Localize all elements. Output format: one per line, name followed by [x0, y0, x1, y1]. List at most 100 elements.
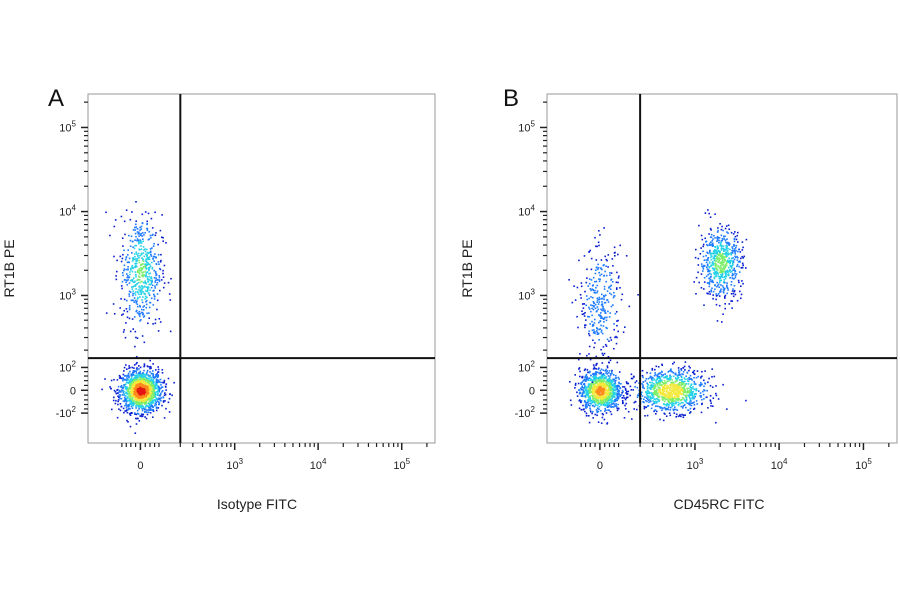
event-dot	[654, 385, 656, 387]
event-dot	[716, 246, 719, 248]
event-dot	[702, 270, 704, 272]
event-dot	[715, 394, 718, 397]
event-dot	[714, 264, 717, 267]
event-dot	[666, 376, 668, 378]
event-dot	[628, 305, 631, 308]
event-dot	[134, 280, 136, 283]
event-dot	[144, 232, 146, 234]
event-dot	[659, 372, 662, 374]
event-dot	[588, 316, 591, 318]
event-dot	[709, 384, 712, 387]
event-dot	[653, 378, 656, 381]
event-dot	[585, 295, 588, 297]
event-dot	[145, 379, 147, 382]
event-dot	[142, 238, 144, 240]
event-dot	[161, 390, 163, 393]
event-dot	[147, 280, 149, 283]
event-dot	[151, 400, 153, 402]
event-dot	[158, 275, 161, 277]
event-dot	[598, 367, 600, 370]
event-dot	[592, 296, 594, 299]
event-dot	[144, 275, 147, 278]
event-dot	[673, 408, 675, 411]
event-dot	[735, 249, 737, 252]
event-dot	[598, 278, 600, 280]
event-dot	[604, 403, 606, 406]
event-dot	[128, 317, 131, 320]
event-dot	[147, 262, 149, 264]
event-dot	[742, 282, 744, 285]
event-dot	[605, 395, 607, 398]
event-dot	[622, 391, 624, 393]
event-dot	[609, 391, 611, 394]
event-dot	[613, 295, 615, 297]
event-dot	[603, 380, 605, 383]
event-dot	[131, 270, 134, 273]
event-dot	[136, 291, 139, 293]
event-dot	[139, 373, 141, 375]
event-dot	[594, 342, 596, 344]
event-dot	[649, 384, 652, 387]
event-dot	[130, 377, 133, 380]
event-dot	[717, 227, 719, 229]
event-dot	[135, 362, 138, 365]
event-dot	[126, 397, 129, 399]
event-dot	[134, 294, 137, 296]
event-dot	[678, 387, 680, 390]
event-dot	[142, 389, 145, 392]
event-dot	[615, 394, 618, 396]
event-dot	[721, 321, 723, 323]
event-dot	[138, 396, 140, 398]
event-dot	[134, 285, 137, 287]
event-dot	[606, 338, 609, 341]
event-dot	[615, 281, 618, 284]
event-dot	[576, 286, 579, 289]
event-dot	[141, 391, 143, 394]
event-dot	[607, 404, 609, 406]
event-dot	[127, 374, 130, 376]
event-dot	[145, 382, 147, 384]
event-dot	[676, 389, 678, 392]
event-dot	[143, 234, 145, 236]
event-dot	[592, 398, 595, 400]
event-dot	[675, 402, 677, 405]
event-dot	[593, 376, 596, 378]
event-dot	[627, 390, 630, 393]
event-dot	[146, 413, 149, 416]
event-dot	[693, 401, 695, 404]
event-dot	[147, 409, 150, 411]
event-dot	[607, 392, 609, 395]
event-dot	[626, 396, 629, 398]
event-dot	[721, 244, 723, 247]
event-dot	[154, 322, 157, 325]
event-dot	[134, 345, 136, 348]
event-dot	[592, 395, 595, 397]
event-dot	[139, 242, 142, 244]
event-dot	[583, 315, 586, 317]
event-dot	[690, 391, 693, 393]
event-dot	[122, 391, 125, 394]
event-dot	[134, 381, 136, 384]
event-dot	[678, 381, 681, 384]
event-dot	[679, 392, 682, 394]
event-dot	[703, 277, 706, 279]
event-dot	[156, 394, 159, 397]
event-dot	[142, 246, 145, 248]
event-dot	[142, 252, 145, 254]
event-dot	[705, 275, 708, 278]
event-dot	[633, 408, 635, 410]
event-dot	[607, 380, 609, 382]
event-dot	[727, 224, 730, 227]
event-dot	[672, 375, 675, 378]
event-dot	[700, 263, 703, 265]
event-dot	[727, 289, 729, 291]
event-dot	[719, 258, 721, 260]
event-dot	[135, 265, 138, 268]
event-dot	[118, 391, 121, 393]
event-dot	[154, 295, 156, 298]
event-dot	[622, 386, 624, 388]
event-dot	[140, 415, 142, 417]
event-dot	[130, 400, 132, 402]
event-dot	[689, 404, 691, 406]
